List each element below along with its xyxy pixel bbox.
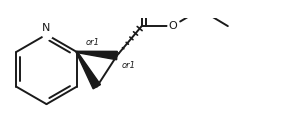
Polygon shape [77,51,117,60]
Text: O: O [139,0,148,1]
Text: O: O [168,21,177,31]
Polygon shape [76,52,100,89]
Text: or1: or1 [86,38,100,47]
Text: N: N [42,23,51,33]
Text: or1: or1 [122,61,135,70]
